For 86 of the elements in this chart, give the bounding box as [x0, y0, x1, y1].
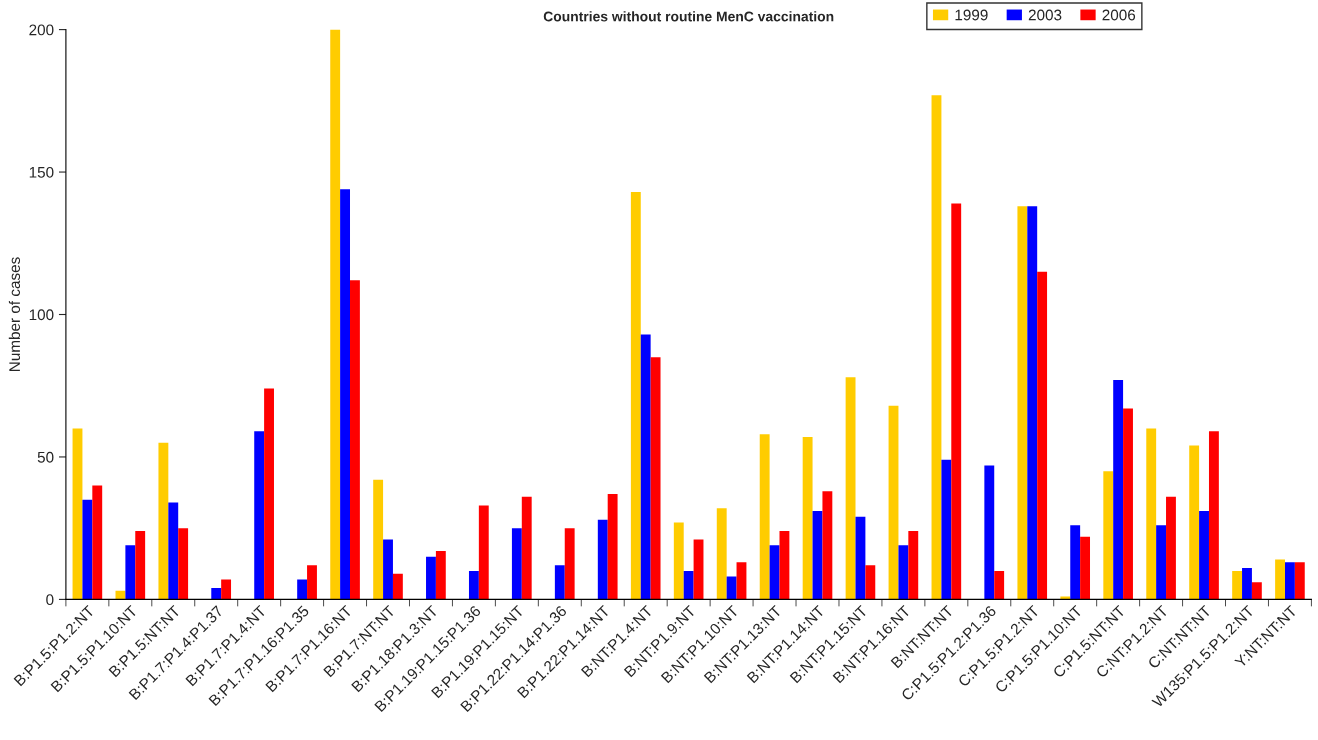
bar [1285, 562, 1295, 600]
bar [984, 465, 995, 600]
y-tick-label: 100 [29, 309, 54, 321]
bar [1156, 525, 1167, 600]
bar [994, 570, 1005, 600]
legend-label: 2003 [1028, 9, 1062, 21]
bar [769, 545, 780, 600]
bar [521, 496, 532, 600]
bar [340, 189, 351, 600]
bar [178, 528, 189, 600]
bar [511, 528, 522, 600]
legend-label: 2006 [1102, 9, 1136, 21]
bar [693, 539, 704, 600]
bar [254, 431, 265, 600]
bar [82, 499, 93, 600]
chart-title: Countries without routine MenC vaccination [543, 11, 834, 22]
bar [683, 570, 694, 600]
bar [264, 388, 274, 600]
bar [908, 531, 919, 600]
bar [1242, 568, 1252, 600]
bar [1251, 582, 1262, 600]
bar [736, 562, 747, 600]
bar [1123, 408, 1133, 600]
bar [1027, 206, 1038, 600]
bar [168, 502, 179, 600]
bar [1199, 511, 1209, 600]
y-tick-label: 150 [29, 166, 54, 178]
bar [597, 519, 608, 600]
bar [1080, 536, 1091, 600]
bar [779, 531, 790, 600]
bar [350, 280, 360, 600]
legend-label: 1999 [955, 9, 988, 21]
bar [941, 459, 952, 600]
bar [898, 545, 909, 600]
bar [478, 505, 489, 600]
bar [72, 428, 83, 600]
bar [158, 442, 169, 600]
bar [1017, 206, 1028, 600]
y-tick-label: 50 [37, 451, 54, 463]
bar [297, 579, 308, 600]
bar [383, 539, 393, 600]
bar [812, 511, 823, 600]
bar [716, 508, 727, 600]
bar [1070, 525, 1081, 600]
bar [855, 516, 866, 600]
bar [1189, 445, 1200, 600]
bar [392, 573, 403, 600]
bar [1166, 496, 1176, 600]
bar [845, 377, 856, 600]
bar [1146, 428, 1157, 600]
bar [607, 493, 618, 600]
bar [554, 565, 565, 600]
bar [330, 29, 341, 600]
bar [865, 565, 876, 600]
bar [125, 545, 136, 600]
y-axis-title: Number of cases [8, 257, 21, 371]
bar [92, 485, 103, 600]
bar [1232, 570, 1243, 600]
bar [630, 191, 641, 600]
bar [726, 576, 737, 600]
bar [211, 588, 222, 600]
bar [640, 334, 651, 600]
bar [673, 522, 684, 600]
bar [564, 528, 575, 600]
bar [931, 95, 942, 600]
bar [435, 550, 446, 600]
bar [650, 357, 661, 600]
bar [373, 479, 384, 600]
bar [1208, 431, 1219, 600]
bar [1275, 559, 1285, 600]
bar [1113, 380, 1124, 600]
bar [1294, 562, 1305, 600]
y-tick-label: 200 [29, 24, 54, 36]
bar [468, 570, 479, 600]
bar [822, 491, 833, 600]
y-tick-label: 0 [46, 594, 54, 606]
bar [802, 437, 813, 600]
bar [221, 579, 232, 600]
bar [759, 434, 770, 600]
bar [307, 565, 317, 600]
bar [951, 203, 962, 600]
bar [888, 405, 899, 600]
bar [1037, 271, 1048, 600]
bar [1103, 471, 1114, 600]
bar [135, 531, 146, 600]
bar [426, 556, 436, 600]
